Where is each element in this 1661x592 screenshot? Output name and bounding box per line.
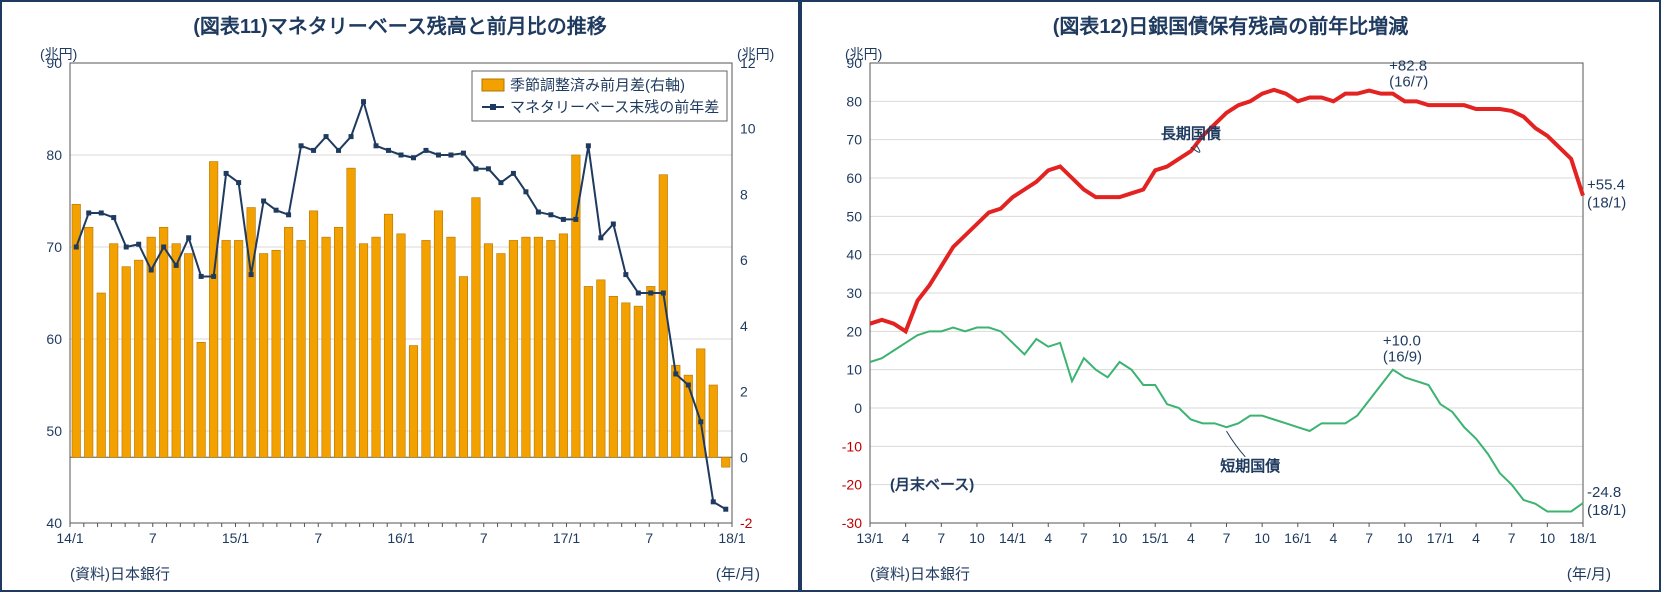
svg-text:短期国債: 短期国債 [1220, 457, 1280, 475]
svg-text:7: 7 [1080, 530, 1088, 546]
svg-text:10: 10 [1397, 530, 1413, 546]
svg-text:0: 0 [854, 400, 862, 416]
svg-text:+82.8: +82.8 [1389, 58, 1427, 75]
svg-text:50: 50 [846, 208, 862, 224]
svg-text:4: 4 [1330, 530, 1338, 546]
svg-text:40: 40 [46, 515, 62, 531]
svg-text:70: 70 [46, 239, 62, 255]
svg-text:13/1: 13/1 [856, 530, 883, 546]
svg-text:+55.4: +55.4 [1587, 177, 1625, 194]
svg-text:50: 50 [46, 423, 62, 439]
svg-text:-20: -20 [842, 477, 862, 493]
svg-text:2: 2 [740, 384, 748, 400]
svg-text:10: 10 [846, 362, 862, 378]
svg-text:90: 90 [46, 55, 62, 71]
svg-text:18/1: 18/1 [1569, 530, 1596, 546]
chart-11-svg-wrap: (兆円)(兆円)405060708090-202468101214/1715/1… [10, 43, 790, 563]
svg-text:20: 20 [846, 323, 862, 339]
svg-text:14/1: 14/1 [56, 530, 83, 546]
svg-text:8: 8 [740, 186, 748, 202]
svg-text:60: 60 [846, 170, 862, 186]
svg-text:10: 10 [969, 530, 985, 546]
svg-text:4: 4 [1044, 530, 1052, 546]
svg-text:6: 6 [740, 252, 748, 268]
svg-text:-24.8: -24.8 [1587, 484, 1621, 501]
svg-text:7: 7 [1508, 530, 1516, 546]
svg-text:18/1: 18/1 [718, 530, 745, 546]
svg-text:(月末ベース): (月末ベース) [890, 476, 974, 494]
svg-text:10: 10 [1540, 530, 1556, 546]
chart-11-xunit: (年/月) [716, 563, 760, 584]
svg-text:7: 7 [645, 530, 653, 546]
svg-text:+10.0: +10.0 [1383, 333, 1421, 350]
svg-text:12: 12 [740, 55, 756, 71]
svg-text:4: 4 [1187, 530, 1195, 546]
chart-12-source: (資料)日本銀行 [870, 563, 970, 584]
chart-11-svg: (兆円)(兆円)405060708090-202468101214/1715/1… [10, 43, 792, 563]
svg-text:16/1: 16/1 [387, 530, 414, 546]
svg-text:60: 60 [46, 331, 62, 347]
svg-text:10: 10 [740, 121, 756, 137]
svg-text:(16/9): (16/9) [1383, 349, 1422, 366]
svg-text:90: 90 [846, 55, 862, 71]
chart-12-panel: (図表12)日銀国債保有残高の前年比増減 (兆円)-30-20-10010203… [800, 0, 1661, 592]
svg-text:16/1: 16/1 [1284, 530, 1311, 546]
svg-text:-10: -10 [842, 438, 862, 454]
svg-text:7: 7 [149, 530, 157, 546]
chart-12-svg: (兆円)-30-20-10010203040506070809013/14710… [810, 43, 1653, 563]
svg-text:14/1: 14/1 [999, 530, 1026, 546]
svg-text:15/1: 15/1 [222, 530, 249, 546]
svg-text:長期国債: 長期国債 [1161, 125, 1221, 143]
svg-text:17/1: 17/1 [1427, 530, 1454, 546]
svg-text:0: 0 [740, 449, 748, 465]
svg-text:15/1: 15/1 [1142, 530, 1169, 546]
svg-text:7: 7 [480, 530, 488, 546]
svg-text:17/1: 17/1 [553, 530, 580, 546]
svg-text:マネタリーベース末残の前年差: マネタリーベース末残の前年差 [510, 99, 719, 116]
svg-text:7: 7 [937, 530, 945, 546]
svg-text:4: 4 [740, 318, 748, 334]
chart-11-title: (図表11)マネタリーベース残高と前月比の推移 [10, 10, 790, 39]
svg-text:80: 80 [846, 93, 862, 109]
svg-text:(18/1): (18/1) [1587, 195, 1626, 212]
svg-text:4: 4 [902, 530, 910, 546]
svg-text:10: 10 [1112, 530, 1128, 546]
svg-text:40: 40 [846, 247, 862, 263]
chart-11-panel: (図表11)マネタリーベース残高と前月比の推移 (兆円)(兆円)40506070… [0, 0, 800, 592]
svg-text:(18/1): (18/1) [1587, 502, 1626, 519]
svg-text:30: 30 [846, 285, 862, 301]
svg-text:80: 80 [46, 147, 62, 163]
svg-text:10: 10 [1254, 530, 1270, 546]
svg-text:7: 7 [1365, 530, 1373, 546]
svg-text:70: 70 [846, 132, 862, 148]
chart-11-source: (資料)日本銀行 [70, 563, 170, 584]
svg-text:-30: -30 [842, 515, 862, 531]
chart-12-svg-wrap: (兆円)-30-20-10010203040506070809013/14710… [810, 43, 1651, 563]
svg-text:季節調整済み前月差(右軸): 季節調整済み前月差(右軸) [510, 76, 685, 94]
svg-text:4: 4 [1472, 530, 1480, 546]
chart-12-title: (図表12)日銀国債保有残高の前年比増減 [810, 10, 1651, 39]
chart-12-xunit: (年/月) [1567, 563, 1611, 584]
svg-text:7: 7 [314, 530, 322, 546]
svg-text:(16/7): (16/7) [1389, 74, 1428, 91]
svg-text:7: 7 [1223, 530, 1231, 546]
svg-text:-2: -2 [740, 515, 753, 531]
